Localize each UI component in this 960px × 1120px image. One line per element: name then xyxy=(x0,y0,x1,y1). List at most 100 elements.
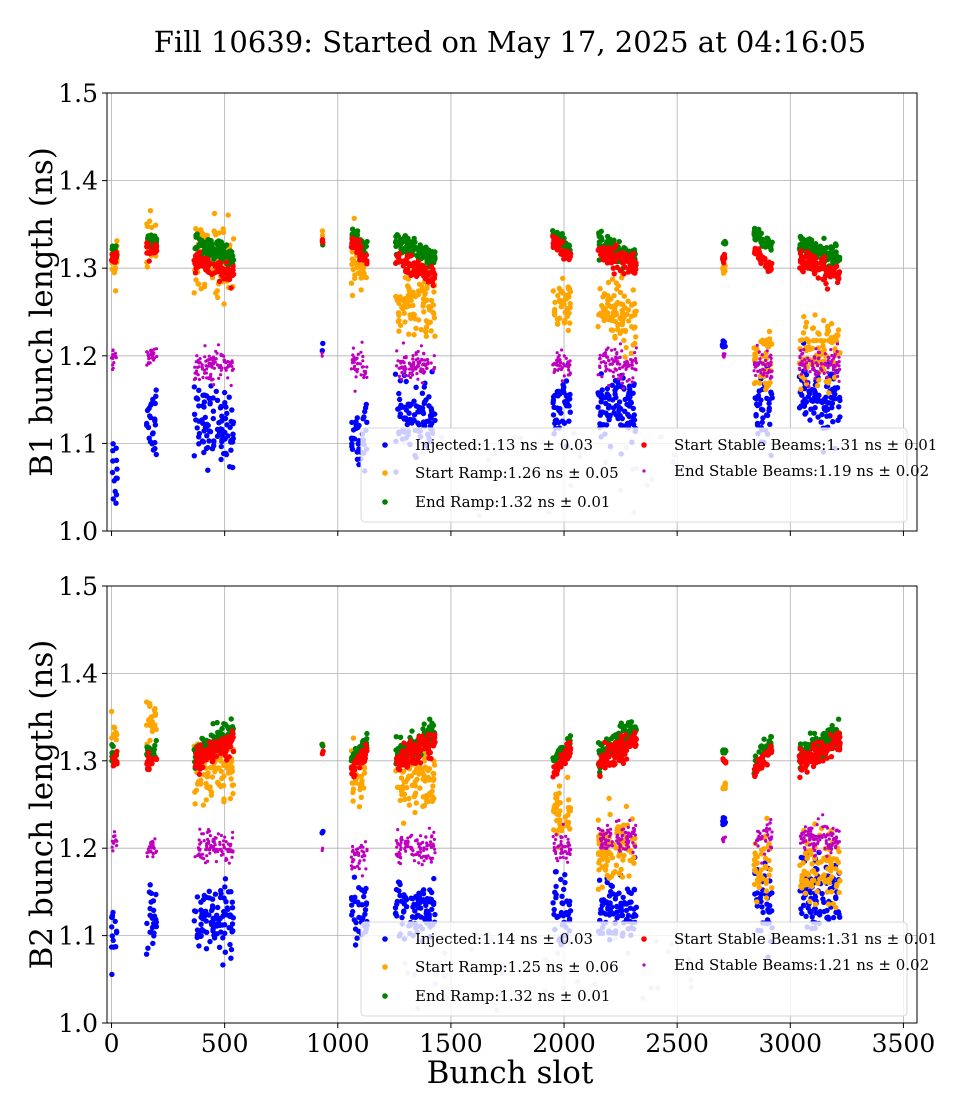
data-point xyxy=(109,469,116,476)
data-point xyxy=(621,337,627,344)
data-point xyxy=(801,351,805,355)
data-point xyxy=(826,250,833,256)
data-point xyxy=(198,933,204,939)
data-point xyxy=(759,360,763,364)
data-point xyxy=(228,955,234,961)
data-point xyxy=(629,301,636,308)
data-point xyxy=(208,252,214,258)
data-point xyxy=(762,368,766,372)
data-point xyxy=(758,368,762,372)
data-point xyxy=(630,390,636,396)
data-point xyxy=(320,354,324,358)
data-point xyxy=(419,344,423,348)
data-point xyxy=(229,407,235,413)
data-point xyxy=(206,888,212,894)
data-point xyxy=(756,226,762,232)
data-point xyxy=(816,250,822,257)
data-point xyxy=(414,245,420,251)
data-point xyxy=(809,861,815,867)
data-point xyxy=(814,347,818,351)
data-point xyxy=(634,357,638,361)
data-point xyxy=(826,370,830,375)
data-point xyxy=(596,392,602,398)
data-point xyxy=(802,363,806,367)
data-point xyxy=(411,269,417,275)
data-point xyxy=(416,317,422,323)
data-point xyxy=(614,264,620,271)
data-point xyxy=(401,234,408,241)
data-point xyxy=(617,289,624,296)
data-point xyxy=(768,354,772,359)
data-point xyxy=(203,355,207,359)
data-point xyxy=(833,895,839,902)
data-point xyxy=(763,895,770,901)
data-point xyxy=(222,949,228,955)
data-point xyxy=(828,321,835,327)
data-point xyxy=(812,405,818,411)
data-point xyxy=(560,379,564,383)
data-point xyxy=(197,365,201,369)
data-point xyxy=(722,239,728,246)
data-point xyxy=(411,398,417,404)
data-point xyxy=(825,375,829,379)
data-point xyxy=(229,383,233,388)
data-point xyxy=(803,319,810,325)
data-point xyxy=(821,235,827,241)
data-point xyxy=(813,355,817,360)
data-point xyxy=(432,732,438,738)
data-point xyxy=(630,421,637,428)
data-point xyxy=(758,357,762,361)
data-point xyxy=(612,258,618,264)
data-point xyxy=(567,320,573,326)
data-point xyxy=(835,327,842,333)
data-point xyxy=(393,734,399,740)
data-point xyxy=(230,782,237,788)
data-point xyxy=(418,405,425,411)
data-point xyxy=(754,899,760,905)
data-point xyxy=(416,349,420,354)
data-point xyxy=(424,259,430,265)
data-point xyxy=(630,358,634,362)
data-point xyxy=(829,725,835,731)
data-point xyxy=(350,735,357,741)
data-point xyxy=(228,447,234,453)
data-point xyxy=(406,374,411,378)
data-point xyxy=(350,358,354,362)
data-point xyxy=(816,364,820,368)
data-point xyxy=(612,333,618,340)
data-point xyxy=(147,208,154,214)
data-point xyxy=(399,751,405,757)
data-point xyxy=(415,896,421,903)
data-point xyxy=(354,261,360,267)
data-point xyxy=(426,724,433,730)
data-point xyxy=(609,276,616,282)
data-point xyxy=(616,404,622,411)
data-point xyxy=(819,890,825,897)
data-point xyxy=(223,259,230,265)
data-point xyxy=(415,420,421,426)
data-point xyxy=(349,436,355,442)
data-point xyxy=(554,771,560,777)
data-point xyxy=(429,420,435,426)
data-point xyxy=(596,867,602,873)
data-point xyxy=(398,246,404,252)
data-point xyxy=(223,404,229,410)
data-point xyxy=(551,906,557,913)
data-point xyxy=(822,877,828,883)
data-point xyxy=(763,412,770,418)
data-point xyxy=(553,883,559,890)
data-point xyxy=(204,364,208,368)
data-point xyxy=(617,413,623,419)
data-point xyxy=(320,340,326,347)
data-point xyxy=(406,331,412,337)
data-point xyxy=(153,387,159,393)
data-point xyxy=(554,405,560,411)
chart-title: Fill 10639: Started on May 17, 2025 at 0… xyxy=(154,25,866,59)
data-point xyxy=(807,909,814,915)
data-point xyxy=(621,852,627,859)
data-point xyxy=(430,743,437,749)
data-point xyxy=(767,866,773,873)
data-point xyxy=(193,245,199,251)
data-point xyxy=(420,803,426,809)
data-point xyxy=(761,362,765,366)
